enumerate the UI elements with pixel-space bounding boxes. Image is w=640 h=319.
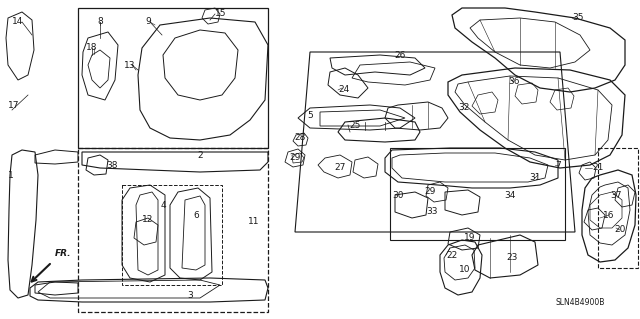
Bar (598, 148, 638, 268)
Text: 21: 21 (592, 164, 604, 173)
Text: 22: 22 (446, 250, 457, 259)
Text: 33: 33 (426, 207, 438, 217)
Text: 6: 6 (193, 211, 199, 219)
Text: 10: 10 (460, 265, 471, 275)
Text: 3: 3 (187, 291, 193, 300)
Text: 25: 25 (349, 121, 361, 130)
Text: 37: 37 (611, 190, 621, 199)
Text: 28: 28 (294, 133, 306, 143)
Text: 26: 26 (394, 50, 406, 60)
Bar (78, 8, 268, 148)
Text: 19: 19 (464, 234, 476, 242)
Text: 30: 30 (392, 190, 403, 199)
Text: 14: 14 (12, 18, 24, 26)
Text: 11: 11 (248, 218, 259, 226)
Text: 24: 24 (338, 85, 349, 94)
Text: 16: 16 (604, 211, 615, 219)
Text: 15: 15 (215, 10, 227, 19)
Text: 4: 4 (160, 201, 166, 210)
Bar (122, 185, 222, 285)
Text: 1: 1 (8, 170, 13, 180)
Bar (390, 148, 565, 240)
Text: 7: 7 (555, 160, 561, 169)
Text: 9: 9 (145, 18, 151, 26)
Text: 31: 31 (529, 174, 541, 182)
Bar (78, 148, 268, 312)
Text: 12: 12 (142, 216, 154, 225)
Text: 34: 34 (504, 190, 516, 199)
Text: 27: 27 (334, 164, 346, 173)
Text: 13: 13 (124, 61, 136, 70)
Text: 5: 5 (307, 110, 313, 120)
Text: 17: 17 (8, 100, 19, 109)
Text: 20: 20 (614, 226, 626, 234)
Text: 38: 38 (106, 160, 118, 169)
Text: 23: 23 (506, 254, 518, 263)
Text: 29: 29 (289, 153, 301, 162)
Text: 18: 18 (86, 43, 98, 53)
Text: 36: 36 (508, 78, 520, 86)
Text: 2: 2 (197, 151, 203, 160)
Text: FR.: FR. (55, 249, 72, 258)
Text: 29: 29 (424, 188, 436, 197)
Text: 32: 32 (458, 103, 470, 113)
Text: 8: 8 (97, 18, 103, 26)
Text: SLN4B4900B: SLN4B4900B (555, 298, 604, 307)
Text: 35: 35 (572, 13, 584, 23)
